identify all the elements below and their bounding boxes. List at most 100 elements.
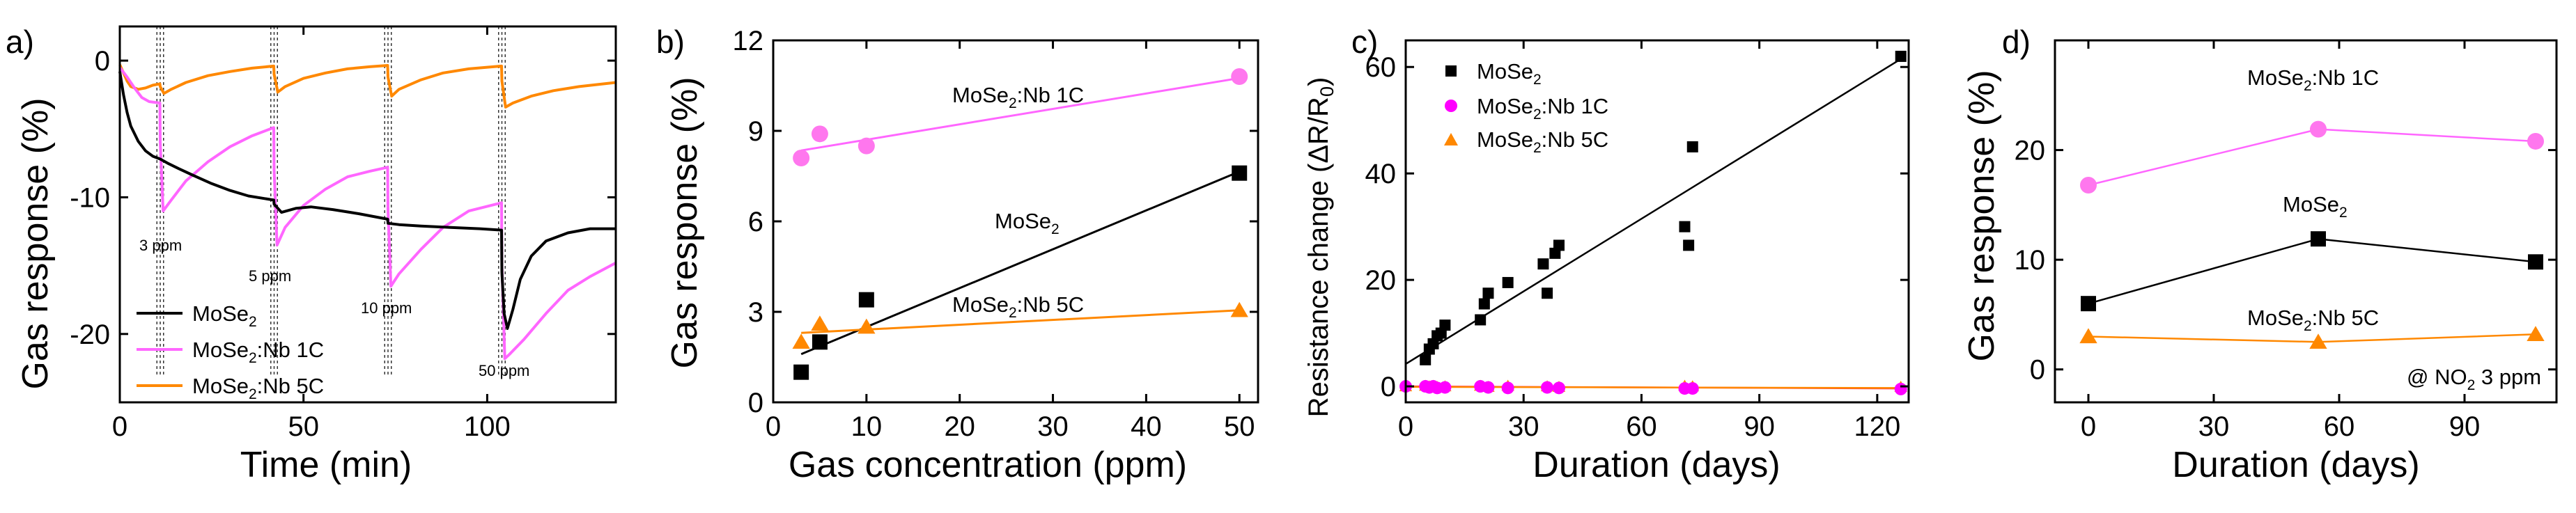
data-point-nb1c_line_c xyxy=(1894,382,1907,395)
legend-label-mose2: MoSe2 xyxy=(192,301,257,330)
legend-label-c-nb5c: MoSe2:Nb 5C xyxy=(1477,127,1608,156)
data-point-nb1c xyxy=(2310,120,2327,138)
fit-line-nb1c xyxy=(800,77,1240,152)
panel-d-labels: MoSe2:Nb 1C MoSe2 MoSe2:Nb 5C @ NO2 3 pp… xyxy=(2247,65,2541,393)
panel-b-label-nb1c: MoSe2:Nb 1C xyxy=(952,83,1084,111)
y-tick-label: 40 xyxy=(1365,159,1397,189)
annotation-50ppm: 50 ppm xyxy=(479,362,529,379)
x-tick-label: 60 xyxy=(1626,411,1657,442)
y-tick-label: 0 xyxy=(95,46,110,77)
legend-label-c-mose2: MoSe2 xyxy=(1477,59,1542,88)
y-tick-label: 12 xyxy=(733,26,764,56)
panel-d-label-nb1c: MoSe2:Nb 1C xyxy=(2247,65,2379,94)
panel-b-series xyxy=(792,68,1248,380)
panel-c-frame xyxy=(1404,39,1910,404)
data-point-mose2 xyxy=(1683,239,1695,251)
data-point-nb5c xyxy=(811,315,829,331)
x-tick-label: 0 xyxy=(112,411,127,442)
fit-line-mose2 xyxy=(800,171,1240,356)
panel-a-xlabel: Time (min) xyxy=(240,445,412,485)
panel-a: a) Gas response (%) Time (min) 0 50 100 0 -1… xyxy=(6,24,617,485)
panel-a-ylabel: Gas response (%) xyxy=(15,97,56,389)
data-point-mose2 xyxy=(1475,314,1487,326)
data-point-mose2 xyxy=(1420,354,1431,365)
x-tick-label: 60 xyxy=(2324,411,2355,442)
data-point-nb5c xyxy=(1230,301,1248,317)
series-line-nb1c xyxy=(2088,128,2536,187)
panel-c-ylabel: Resistance change (ΔR/R0) xyxy=(1303,77,1337,418)
panel-b-label-nb5c: MoSe2:Nb 5C xyxy=(952,292,1084,321)
data-point-mose2 xyxy=(1502,276,1514,288)
data-point-mose2 xyxy=(1686,141,1698,152)
panel-b-ticks: 0 10 20 30 40 50 0 3 6 9 12 xyxy=(733,26,1258,442)
panel-a-legend: MoSe2 MoSe2:Nb 1C MoSe2:Nb 5C xyxy=(137,301,324,402)
panel-d-ylabel: Gas response (%) xyxy=(1962,70,2002,361)
x-tick-label: 30 xyxy=(1037,411,1069,442)
panel-b-label-mose2: MoSe2 xyxy=(995,209,1060,237)
data-point-mose2 xyxy=(1439,319,1451,331)
panel-d-frame xyxy=(2054,39,2558,404)
data-point-mose2 xyxy=(793,364,809,380)
panel-d-ticks: 0 30 60 90 0 10 20 xyxy=(2015,40,2556,442)
annotation-5ppm: 5 ppm xyxy=(249,267,291,285)
data-point-mose2 xyxy=(858,292,874,308)
data-point-mose2 xyxy=(2311,231,2326,247)
data-point-nb5c xyxy=(792,333,810,349)
panel-a-ticks: 0 50 100 0 -10 -20 xyxy=(70,26,616,442)
panel-c-label: c) xyxy=(1351,24,1378,60)
panel-a-series xyxy=(118,64,616,361)
y-tick-label: 20 xyxy=(1365,265,1397,296)
legend-marker-mose2 xyxy=(1445,65,1457,77)
x-tick-label: 50 xyxy=(288,411,319,442)
panel-a-annotations: 3 ppm 5 ppm 10 ppm 50 ppm xyxy=(139,237,529,379)
x-tick-label: 100 xyxy=(464,411,511,442)
x-tick-label: 10 xyxy=(851,411,883,442)
panel-d-series xyxy=(2079,120,2545,349)
y-tick-label: 6 xyxy=(748,207,763,237)
y-tick-label: 9 xyxy=(748,116,763,147)
data-point-nb1c xyxy=(2527,132,2544,150)
x-tick-label: 120 xyxy=(1854,411,1901,442)
data-point-nb5c xyxy=(2527,326,2545,341)
legend-label-nb1c: MoSe2:Nb 1C xyxy=(192,338,324,366)
data-point-mose2 xyxy=(1537,258,1549,270)
panel-d-label: d) xyxy=(2002,24,2031,60)
panel-d-label-nb5c: MoSe2:Nb 5C xyxy=(2247,306,2379,334)
y-tick-label: 0 xyxy=(748,388,763,418)
panel-d-label-mose2: MoSe2 xyxy=(2283,192,2348,221)
panel-c-xlabel: Duration (days) xyxy=(1533,445,1780,485)
data-point-nb1c xyxy=(793,150,810,166)
y-tick-label: 0 xyxy=(1381,372,1396,402)
panel-b-xlabel: Gas concentration (ppm) xyxy=(789,445,1187,485)
x-tick-label: 0 xyxy=(1398,411,1413,442)
data-point-mose2 xyxy=(1478,298,1490,310)
panel-a-frame xyxy=(118,25,617,404)
data-point-mose2 xyxy=(1679,221,1691,232)
data-point-nb1c_line_c xyxy=(1482,381,1495,394)
x-tick-label: 0 xyxy=(766,411,781,442)
series-line-nb5c xyxy=(2088,333,2536,343)
x-tick-label: 30 xyxy=(1508,411,1539,442)
data-point-nb1c xyxy=(2080,177,2097,194)
x-tick-label: 30 xyxy=(2198,411,2230,442)
data-point-mose2 xyxy=(1232,165,1248,181)
legend-label-nb5c: MoSe2:Nb 5C xyxy=(192,374,324,402)
data-point-mose2 xyxy=(1482,287,1494,299)
series-line-mose2 xyxy=(2088,237,2536,305)
panel-c-legend: MoSe2 MoSe2:Nb 1C MoSe2:Nb 5C xyxy=(1444,59,1608,156)
x-tick-label: 50 xyxy=(1224,411,1255,442)
series-line-nb1c xyxy=(118,66,616,361)
data-point-nb1c_line_c xyxy=(1501,381,1514,395)
legend-marker-nb1c xyxy=(1445,100,1457,112)
legend-marker-nb5c xyxy=(1444,133,1458,145)
panel-d-xlabel: Duration (days) xyxy=(2172,445,2419,485)
annotation-10ppm: 10 ppm xyxy=(361,299,412,317)
y-tick-label: 3 xyxy=(748,297,763,328)
data-point-nb5c xyxy=(2079,328,2097,344)
panel-c-series xyxy=(1399,50,1907,395)
legend-label-c-nb1c: MoSe2:Nb 1C xyxy=(1477,94,1608,123)
x-tick-label: 20 xyxy=(944,411,975,442)
series-line-mose2 xyxy=(118,71,616,330)
panel-d-annotation: @ NO2 3 ppm xyxy=(2407,365,2541,393)
